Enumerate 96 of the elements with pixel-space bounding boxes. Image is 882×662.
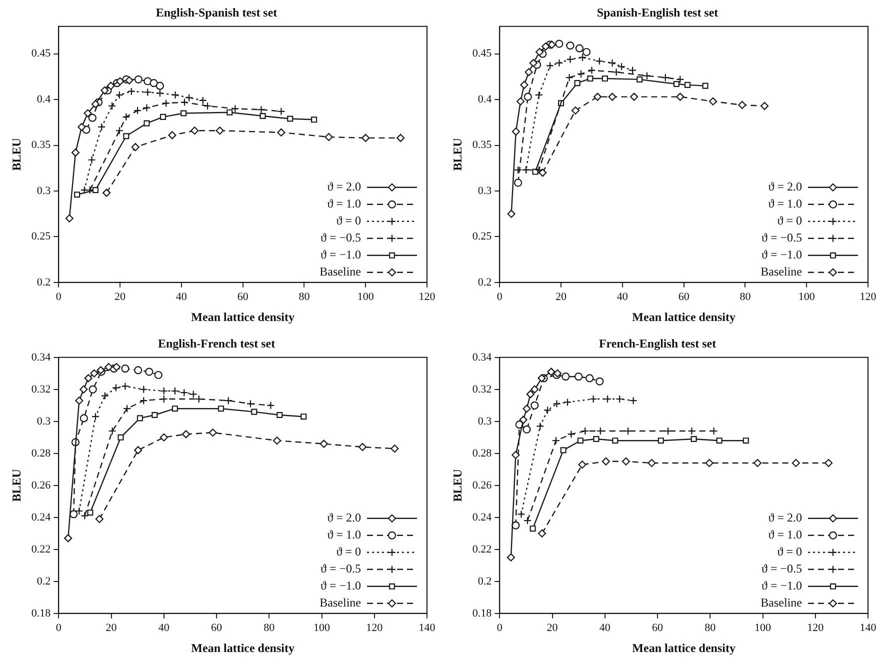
legend-label: ϑ = −0.5 xyxy=(762,230,802,245)
x-tick-label: 80 xyxy=(704,622,716,634)
y-tick-label: 0.24 xyxy=(472,511,492,524)
y-tick-label: 0.2 xyxy=(36,575,51,588)
legend-label: ϑ = −1.0 xyxy=(320,578,361,593)
legend-label: ϑ = 1.0 xyxy=(768,528,802,542)
y-tick-label: 0.3 xyxy=(478,415,492,428)
legend-label: Baseline xyxy=(320,264,361,279)
x-tick-label: 20 xyxy=(546,622,558,634)
y-tick-label: 0.2 xyxy=(478,575,492,588)
x-tick-label: 80 xyxy=(740,290,752,303)
chart-title: English-Spanish test set xyxy=(156,5,278,20)
legend-label: ϑ = −1.0 xyxy=(762,248,802,262)
y-tick-label: 0.22 xyxy=(31,543,51,556)
legend-label: Baseline xyxy=(320,596,361,610)
x-tick-label: 80 xyxy=(264,622,276,634)
y-tick-label: 0.18 xyxy=(31,607,52,620)
x-axis-title: Mean lattice density xyxy=(632,310,736,324)
legend-label: ϑ = 1.0 xyxy=(768,196,802,211)
x-tick-label: 60 xyxy=(211,622,223,634)
x-tick-label: 100 xyxy=(798,290,816,303)
x-tick-label: 100 xyxy=(314,622,331,634)
y-tick-label: 0.4 xyxy=(478,93,492,106)
legend-label: ϑ = 2.0 xyxy=(327,510,361,525)
x-tick-label: 40 xyxy=(158,622,170,634)
x-axis-title: Mean lattice density xyxy=(191,640,294,655)
x-tick-label: 0 xyxy=(56,290,62,303)
chart-title: English-French test set xyxy=(158,336,276,350)
x-tick-label: 140 xyxy=(418,622,436,634)
y-axis-title: BLEU xyxy=(450,138,464,171)
y-axis-title: BLEU xyxy=(450,468,464,502)
legend-label: ϑ = 0 xyxy=(777,544,802,559)
x-tick-label: 20 xyxy=(556,290,568,303)
y-tick-label: 0.25 xyxy=(472,230,492,243)
y-tick-label: 0.26 xyxy=(472,479,492,492)
x-axis-title: Mean lattice density xyxy=(191,310,294,324)
x-tick-label: 120 xyxy=(860,290,877,303)
x-tick-label: 0 xyxy=(496,290,503,303)
y-tick-label: 0.32 xyxy=(472,383,492,396)
y-tick-label: 0.18 xyxy=(472,607,492,620)
y-tick-label: 0.22 xyxy=(472,543,492,556)
y-tick-label: 0.3 xyxy=(36,415,52,428)
legend-label: ϑ = −0.5 xyxy=(762,562,802,576)
x-tick-label: 120 xyxy=(807,622,824,634)
legend-label: Baseline xyxy=(760,264,802,279)
legend-label: Baseline xyxy=(760,596,802,610)
y-tick-label: 0.2 xyxy=(36,276,51,288)
legend-label: ϑ = 2.0 xyxy=(768,510,802,525)
y-tick-label: 0.3 xyxy=(478,184,492,197)
x-tick-label: 40 xyxy=(176,290,188,303)
x-tick-label: 100 xyxy=(357,290,374,303)
x-tick-label: 40 xyxy=(616,290,628,303)
x-tick-label: 0 xyxy=(56,622,62,634)
legend-label: ϑ = −0.5 xyxy=(320,230,361,245)
x-tick-label: 140 xyxy=(860,622,877,634)
x-tick-label: 60 xyxy=(237,290,249,303)
x-tick-label: 40 xyxy=(599,622,611,634)
legend-label: ϑ = 1.0 xyxy=(327,528,361,542)
x-tick-label: 80 xyxy=(298,290,310,303)
x-tick-label: 120 xyxy=(418,290,436,303)
y-tick-label: 0.24 xyxy=(31,511,52,524)
legend-label: ϑ = 0 xyxy=(777,214,802,228)
y-tick-label: 0.45 xyxy=(472,48,492,60)
y-axis-title: BLEU xyxy=(9,138,24,171)
legend-label: ϑ = 0 xyxy=(336,214,361,228)
y-tick-label: 0.28 xyxy=(472,447,492,460)
x-tick-label: 120 xyxy=(366,622,384,634)
legend-label: ϑ = 0 xyxy=(336,544,361,559)
x-tick-label: 20 xyxy=(106,622,118,634)
chart-title: French-English test set xyxy=(598,336,716,350)
y-tick-label: 0.28 xyxy=(31,447,52,460)
y-tick-label: 0.26 xyxy=(31,479,52,492)
y-tick-label: 0.35 xyxy=(31,139,52,152)
y-tick-label: 0.2 xyxy=(478,276,492,288)
legend-label: ϑ = 2.0 xyxy=(327,180,361,194)
legend-label: ϑ = −0.5 xyxy=(320,562,361,576)
y-tick-label: 0.3 xyxy=(36,184,52,197)
x-tick-label: 60 xyxy=(678,290,690,303)
y-tick-label: 0.32 xyxy=(31,383,51,396)
x-tick-label: 100 xyxy=(754,622,772,634)
legend-label: ϑ = −1.0 xyxy=(320,248,361,262)
x-tick-label: 60 xyxy=(652,622,664,634)
chart-title: Spanish-English test set xyxy=(596,5,718,20)
y-tick-label: 0.45 xyxy=(31,48,52,60)
y-tick-label: 0.34 xyxy=(472,351,492,364)
y-tick-label: 0.34 xyxy=(31,351,52,364)
y-tick-label: 0.4 xyxy=(36,93,52,106)
legend-label: ϑ = −1.0 xyxy=(762,578,802,593)
x-tick-label: 0 xyxy=(496,622,503,634)
y-axis-title: BLEU xyxy=(9,468,24,502)
y-tick-label: 0.35 xyxy=(472,139,492,152)
legend-label: ϑ = 2.0 xyxy=(768,180,802,194)
x-tick-label: 20 xyxy=(114,290,126,303)
legend-label: ϑ = 1.0 xyxy=(327,196,361,211)
x-axis-title: Mean lattice density xyxy=(632,640,736,655)
y-tick-label: 0.25 xyxy=(31,230,52,243)
